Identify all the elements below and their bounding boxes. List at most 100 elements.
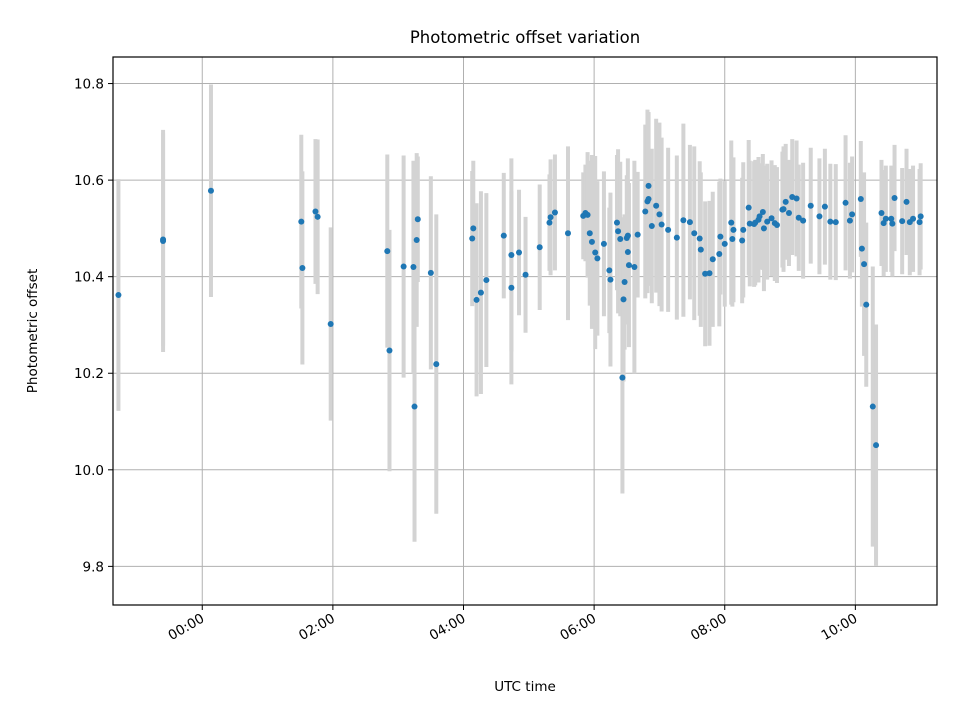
data-point bbox=[891, 194, 898, 201]
data-point bbox=[846, 217, 853, 224]
y-tick-label: 9.8 bbox=[83, 559, 104, 575]
data-point bbox=[849, 211, 856, 218]
data-point bbox=[857, 195, 864, 202]
data-point bbox=[656, 211, 663, 218]
data-point bbox=[680, 217, 687, 224]
data-point bbox=[858, 245, 865, 252]
data-point bbox=[584, 211, 591, 218]
data-point bbox=[658, 221, 665, 228]
x-axis-label: UTC time bbox=[494, 679, 556, 695]
data-point bbox=[516, 249, 523, 256]
data-point bbox=[299, 264, 306, 271]
data-point bbox=[645, 182, 652, 189]
data-point bbox=[642, 208, 649, 215]
data-point bbox=[730, 226, 737, 233]
data-point bbox=[115, 292, 122, 299]
data-point bbox=[613, 219, 620, 226]
data-point bbox=[551, 209, 558, 216]
data-point bbox=[621, 278, 628, 285]
data-point bbox=[653, 202, 660, 209]
data-point bbox=[624, 249, 631, 256]
data-point bbox=[607, 276, 614, 283]
data-point bbox=[782, 198, 789, 205]
data-point bbox=[619, 374, 626, 381]
data-point bbox=[709, 256, 716, 263]
data-point bbox=[739, 237, 746, 244]
data-point bbox=[729, 236, 736, 243]
data-point bbox=[600, 240, 607, 247]
data-points bbox=[115, 182, 924, 449]
data-point bbox=[470, 225, 477, 232]
data-point bbox=[592, 249, 599, 256]
data-point bbox=[586, 230, 593, 237]
data-point bbox=[873, 442, 880, 449]
data-point bbox=[764, 218, 771, 225]
data-point bbox=[588, 238, 595, 245]
data-point bbox=[800, 217, 807, 224]
data-point bbox=[624, 232, 631, 239]
data-point bbox=[508, 251, 515, 258]
data-point bbox=[910, 215, 917, 222]
data-point bbox=[414, 216, 421, 223]
data-point bbox=[298, 218, 305, 225]
data-point bbox=[631, 264, 638, 271]
data-point bbox=[832, 219, 839, 226]
data-point bbox=[903, 198, 910, 205]
data-point bbox=[648, 222, 655, 229]
data-point bbox=[427, 269, 434, 276]
data-point bbox=[433, 361, 440, 368]
data-point bbox=[696, 235, 703, 242]
data-point bbox=[327, 320, 334, 327]
data-point bbox=[160, 237, 167, 244]
data-point bbox=[773, 222, 780, 229]
data-point bbox=[746, 220, 753, 227]
data-point bbox=[697, 246, 704, 253]
data-point bbox=[547, 214, 554, 221]
y-tick-label: 10.2 bbox=[74, 366, 104, 382]
data-point bbox=[888, 215, 895, 222]
data-point bbox=[756, 213, 763, 220]
data-point bbox=[625, 262, 632, 269]
y-axis-ticks: 9.8 10.0 10.2 10.4 10.6 10.8 bbox=[74, 77, 113, 575]
y-tick-label: 10.4 bbox=[74, 270, 104, 286]
data-point bbox=[869, 403, 876, 410]
data-point bbox=[842, 199, 849, 206]
y-axis-label: Photometric offset bbox=[25, 269, 41, 393]
data-point bbox=[536, 244, 543, 251]
data-point bbox=[546, 219, 553, 226]
data-point bbox=[691, 230, 698, 237]
data-point bbox=[916, 219, 923, 226]
data-point bbox=[686, 219, 693, 226]
chart-title: Photometric offset variation bbox=[410, 28, 640, 47]
data-point bbox=[816, 213, 823, 220]
data-point bbox=[413, 236, 420, 243]
data-point bbox=[620, 296, 627, 303]
data-point bbox=[878, 209, 885, 216]
data-point bbox=[314, 213, 321, 220]
data-point bbox=[508, 284, 515, 291]
data-point bbox=[411, 403, 418, 410]
data-point bbox=[717, 233, 724, 240]
data-point bbox=[207, 187, 214, 194]
data-point bbox=[634, 231, 641, 238]
data-point bbox=[477, 289, 484, 296]
data-point bbox=[522, 271, 529, 278]
data-point bbox=[564, 230, 571, 237]
data-point bbox=[899, 218, 906, 225]
data-point bbox=[768, 215, 775, 222]
data-point bbox=[645, 195, 652, 202]
data-point bbox=[821, 203, 828, 210]
data-point bbox=[917, 213, 924, 220]
data-point bbox=[721, 240, 728, 247]
y-tick-label: 10.0 bbox=[74, 463, 104, 479]
data-point bbox=[702, 270, 709, 277]
data-point bbox=[500, 232, 507, 239]
data-point bbox=[386, 347, 393, 354]
data-point bbox=[889, 220, 896, 227]
data-point bbox=[384, 248, 391, 255]
data-point bbox=[469, 235, 476, 242]
data-point bbox=[863, 301, 870, 308]
data-point bbox=[606, 267, 613, 274]
data-point bbox=[793, 195, 800, 202]
